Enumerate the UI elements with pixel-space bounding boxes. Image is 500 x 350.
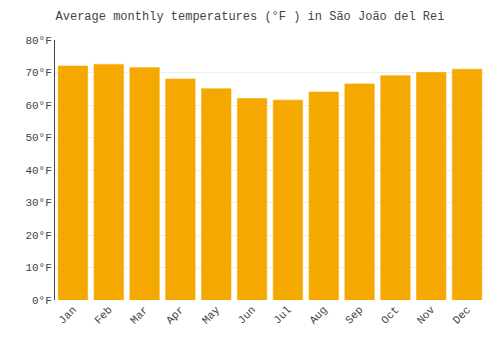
svg-text:50°F: 50°F (25, 132, 51, 144)
svg-text:0°F: 0°F (32, 295, 52, 307)
svg-text:Sep: Sep (343, 304, 365, 326)
svg-text:Aug: Aug (307, 304, 329, 326)
svg-text:80°F: 80°F (25, 35, 51, 47)
svg-text:Jun: Jun (236, 304, 258, 326)
svg-text:30°F: 30°F (25, 197, 51, 209)
svg-text:Dec: Dec (451, 304, 473, 326)
svg-text:10°F: 10°F (25, 262, 51, 274)
svg-text:Average monthly temperatures (: Average monthly temperatures (°F ) in Sã… (56, 10, 445, 24)
svg-text:40°F: 40°F (25, 165, 51, 177)
svg-text:Jul: Jul (271, 304, 293, 326)
svg-text:60°F: 60°F (25, 100, 51, 112)
svg-text:Nov: Nov (415, 304, 438, 327)
svg-text:May: May (200, 304, 223, 327)
svg-text:Feb: Feb (92, 304, 114, 326)
svg-text:70°F: 70°F (25, 67, 51, 79)
svg-text:Mar: Mar (128, 304, 150, 326)
svg-text:20°F: 20°F (25, 230, 51, 242)
svg-text:Oct: Oct (379, 304, 401, 326)
svg-text:Apr: Apr (164, 304, 186, 326)
svg-text:Jan: Jan (56, 304, 78, 326)
